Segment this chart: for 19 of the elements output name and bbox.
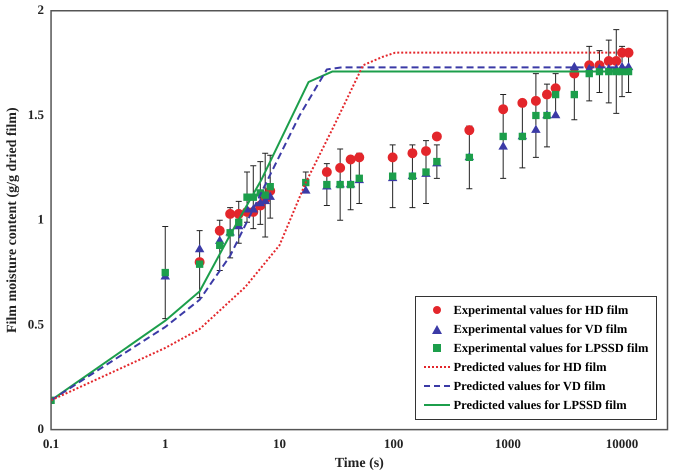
y-tick-label: 0: [38, 420, 44, 436]
legend-label: Predicted values for VD film: [454, 378, 606, 394]
x-tick-label: 1: [162, 436, 168, 451]
legend-label: Experimental values for VD film: [454, 322, 628, 337]
x-tick-label: 10000: [606, 436, 638, 451]
legend-label: Predicted values for HD film: [454, 360, 606, 375]
y-axis-title: Film moisture content (g/g dried film): [5, 107, 20, 334]
x-tick-label: 10: [272, 436, 286, 451]
legend-label: Experimental values for HD film: [454, 302, 628, 318]
x-tick-label: 1000: [494, 436, 521, 451]
y-tick-label: 1: [38, 212, 44, 227]
x-axis-title: Time (s): [334, 456, 384, 472]
x-tick-label: 0.1: [42, 436, 60, 451]
y-tick-label: 2: [38, 2, 44, 18]
y-tick-label: 1.5: [28, 106, 45, 122]
x-tick-label: 100: [384, 436, 404, 451]
y-tick-label: 0.5: [28, 316, 45, 332]
legend-label: Predicted values for LPSSD film: [454, 398, 627, 413]
legend-label: Experimental values for LPSSD film: [454, 340, 648, 356]
